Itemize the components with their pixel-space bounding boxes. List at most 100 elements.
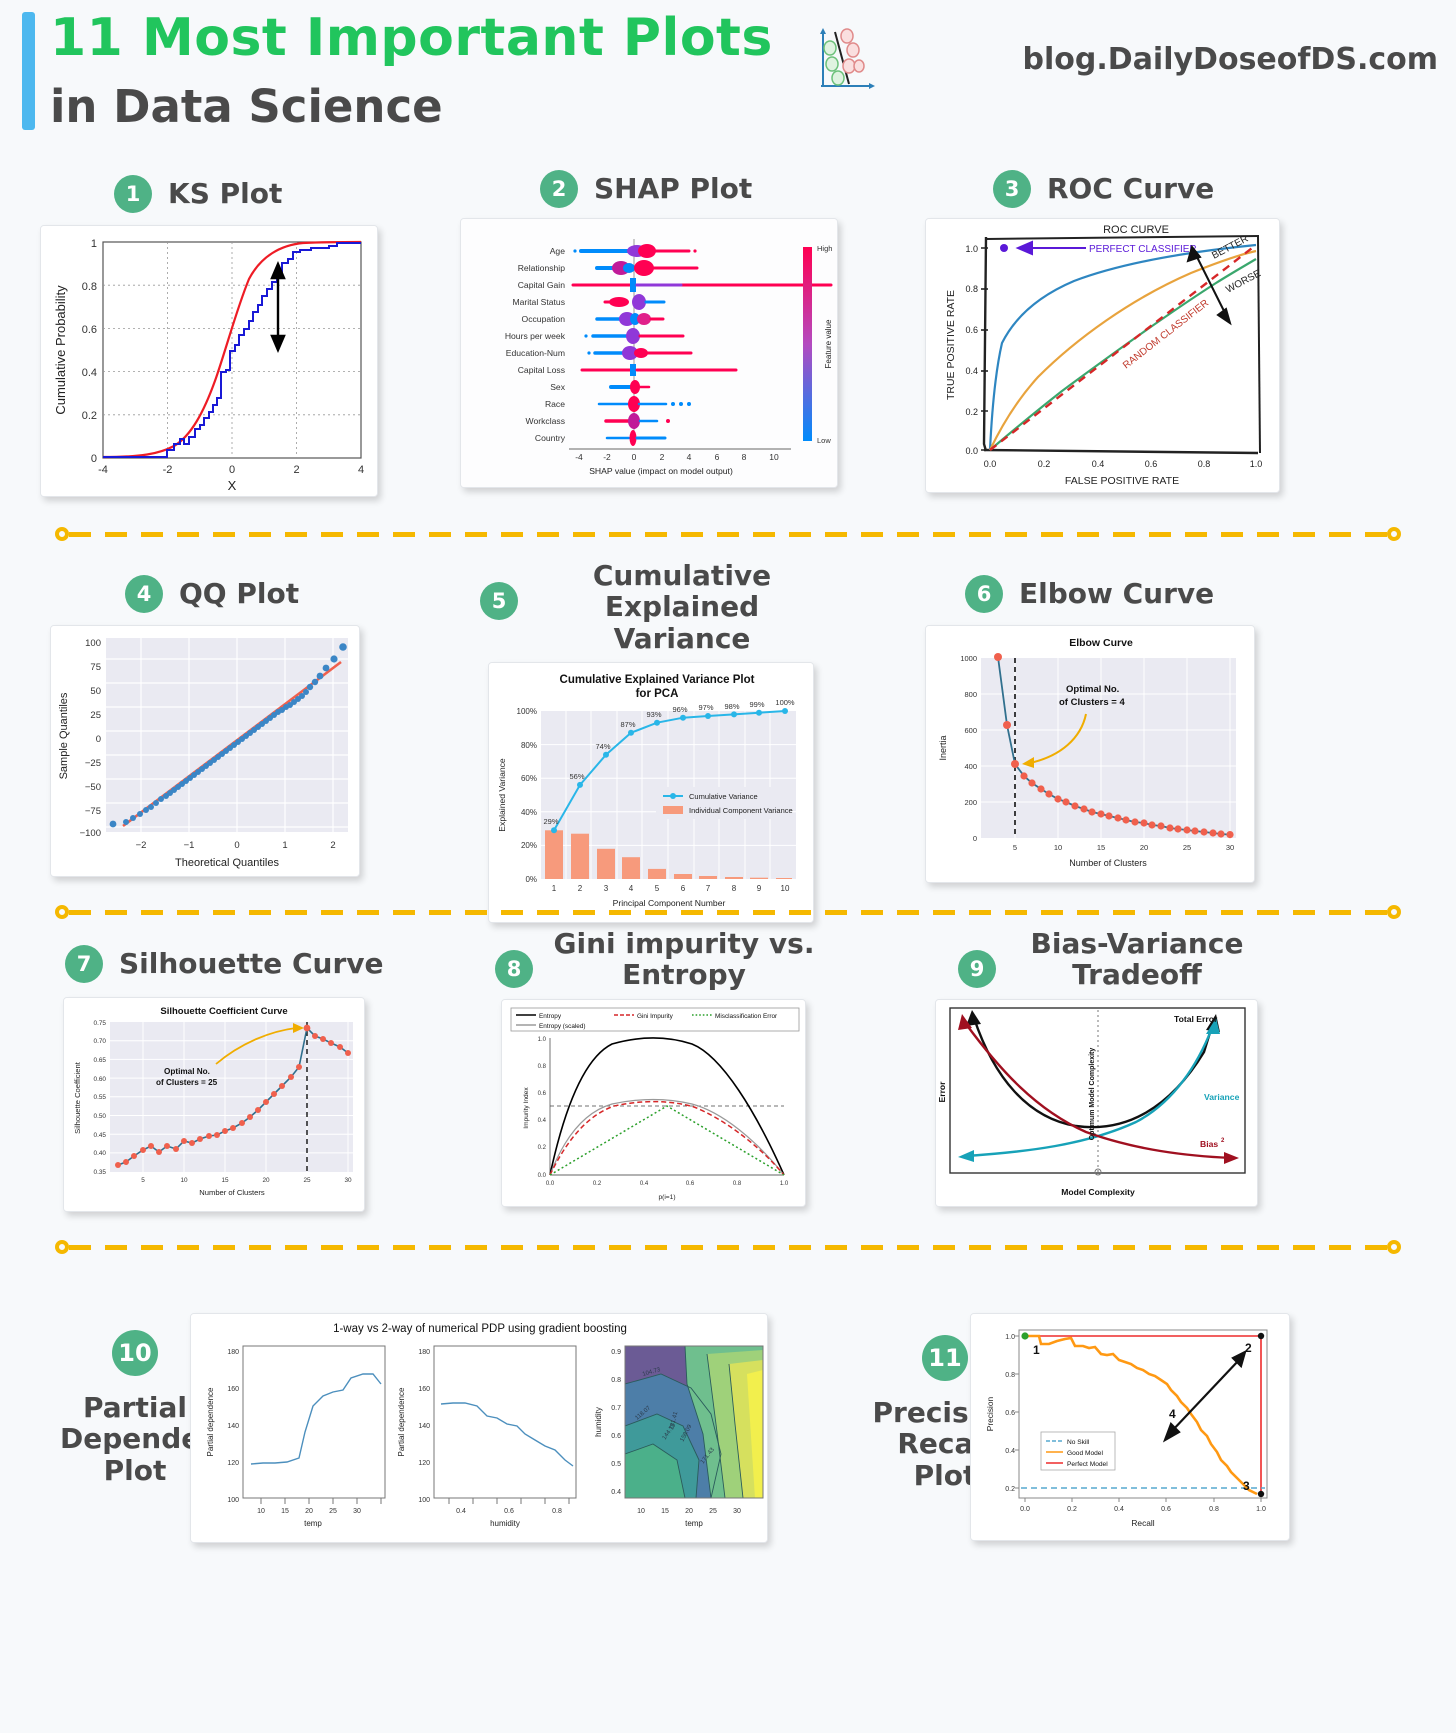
page-title-line2: in Data Science [50, 80, 443, 133]
svg-text:0.55: 0.55 [94, 1094, 107, 1101]
svg-text:10: 10 [180, 1177, 188, 1184]
panel-title: KS Plot [168, 177, 283, 211]
svg-text:1: 1 [552, 884, 557, 893]
brand-url: blog.DailyDoseofDS.com [1022, 42, 1438, 77]
svg-text:0.2: 0.2 [1067, 1506, 1077, 1513]
brand-logo-icon [815, 26, 877, 94]
svg-text:6: 6 [681, 884, 686, 893]
svg-text:25: 25 [329, 1508, 337, 1515]
panel-title: Cumulative Explained Variance [592, 559, 772, 655]
panel-roc-header: 3 ROC Curve [925, 170, 1290, 208]
panel-cev-header: 5 Cumulative Explained Variance [480, 560, 830, 654]
divider-dot-right [1387, 527, 1401, 541]
svg-text:0.4: 0.4 [1092, 459, 1105, 469]
prc-point-label-4: 4 [1169, 1407, 1176, 1421]
ks-xlabel: X [228, 478, 237, 493]
panel-gini-header: 8 Gini impurity vs. Entropy [495, 928, 825, 991]
bv-optimum-label: Optimum Model Complexity [1089, 1047, 1096, 1140]
svg-text:800: 800 [964, 690, 977, 699]
cev-plot-card: Cumulative Explained Variance Plot for P… [488, 662, 814, 924]
svg-text:8: 8 [742, 452, 747, 462]
panel-shap-plot: 2 SHAP Plot Age Relationship Capital Gai… [460, 170, 840, 488]
svg-text:1000: 1000 [960, 654, 977, 663]
svg-text:20: 20 [1140, 843, 1148, 852]
svg-text:30: 30 [733, 1508, 741, 1515]
svg-text:0.8: 0.8 [552, 1508, 562, 1515]
svg-text:100: 100 [227, 1497, 239, 1504]
svg-text:3: 3 [604, 884, 609, 893]
pdp-ax3-ylabel: humidity [594, 1407, 603, 1437]
svg-text:Capital Loss: Capital Loss [518, 365, 565, 375]
svg-text:Capital Gain: Capital Gain [518, 280, 566, 290]
svg-text:0.0: 0.0 [965, 446, 978, 456]
svg-text:2: 2 [660, 452, 665, 462]
prc-ylabel: Precision [985, 1396, 995, 1431]
shap-xlabel: SHAP value (impact on model output) [589, 466, 733, 476]
ks-plot-card: 0 0.2 0.4 0.6 0.8 1 -4 -2 0 2 4 X Cumulative … [40, 225, 378, 497]
svg-text:2: 2 [578, 884, 583, 893]
svg-text:4: 4 [358, 464, 364, 476]
bv-ylabel: Error [937, 1081, 947, 1103]
panel-title: Gini impurity vs. Entropy [553, 927, 815, 992]
svg-text:5: 5 [141, 1177, 145, 1184]
cev-label-4: 87% [620, 720, 635, 729]
divider-line [69, 532, 1387, 537]
svg-text:0.8: 0.8 [611, 1377, 621, 1384]
prc-plot-svg: 1 2 3 4 No Skill Good Model Perfect Mode… [971, 1314, 1289, 1540]
prc-xlabel: Recall [1131, 1518, 1154, 1528]
svg-text:1.0: 1.0 [1250, 459, 1263, 469]
gini-legend-misclass: Misclassification Error [715, 1013, 778, 1020]
svg-text:0.65: 0.65 [94, 1057, 107, 1064]
svg-text:25: 25 [303, 1177, 311, 1184]
svg-text:160: 160 [227, 1386, 239, 1393]
svg-text:Relationship: Relationship [518, 263, 566, 273]
svg-text:0.6: 0.6 [686, 1181, 695, 1187]
shap-colorbar-low: Low [817, 436, 831, 445]
svg-text:20: 20 [685, 1508, 693, 1515]
svg-text:0.8: 0.8 [1005, 1372, 1015, 1379]
svg-text:25: 25 [1183, 843, 1191, 852]
page-title-line1: 11 Most Important Plots [50, 8, 773, 68]
panel-title: Elbow Curve [1019, 577, 1215, 611]
panel-bias-variance: 9 Bias-Variance Tradeoff Total Error Var [935, 928, 1270, 1207]
bias-variance-svg: Total Error Variance Bias 2 Optimum Mode… [936, 999, 1257, 1206]
prc-point-label-1: 1 [1033, 1343, 1040, 1357]
svg-text:Occupation: Occupation [522, 314, 566, 324]
svg-text:6: 6 [715, 452, 720, 462]
svg-text:0.60: 0.60 [94, 1076, 107, 1083]
svg-text:Age: Age [550, 246, 566, 256]
svg-text:0.0: 0.0 [546, 1181, 555, 1187]
svg-text:20%: 20% [521, 841, 537, 850]
svg-text:1.0: 1.0 [538, 1037, 547, 1043]
pdp-title: 1-way vs 2-way of numerical PDP using gr… [333, 1323, 627, 1335]
svg-text:0.8: 0.8 [1209, 1506, 1219, 1513]
panel-number-badge: 5 [480, 582, 518, 620]
svg-text:9: 9 [757, 884, 762, 893]
svg-text:75: 75 [90, 662, 101, 673]
svg-text:10: 10 [781, 884, 790, 893]
prc-point-label-2: 2 [1245, 1341, 1252, 1355]
divider-dot-right [1387, 1240, 1401, 1254]
qq-ylabel: Sample Quantiles [58, 692, 70, 779]
gini-plot-card: Entropy Entropy (scaled) Gini Impurity M… [501, 998, 806, 1207]
svg-text:0: 0 [91, 453, 97, 465]
svg-text:0.4: 0.4 [965, 366, 978, 376]
svg-text:0.35: 0.35 [94, 1169, 107, 1176]
roc-perfect-label: PERFECT CLASSIFIER [1089, 244, 1197, 255]
divider-line [69, 910, 1387, 915]
svg-text:0.4: 0.4 [1005, 1448, 1015, 1455]
svg-text:0.2: 0.2 [82, 410, 97, 422]
svg-text:0.8: 0.8 [82, 281, 97, 293]
svg-text:10: 10 [637, 1508, 645, 1515]
gini-ylabel: Impurity Index [523, 1086, 530, 1128]
svg-text:100: 100 [418, 1497, 430, 1504]
svg-text:0.45: 0.45 [94, 1132, 107, 1139]
gini-xlabel: p(i=1) [658, 1194, 675, 1201]
svg-text:7: 7 [706, 884, 711, 893]
svg-text:400: 400 [964, 762, 977, 771]
divider-2 [55, 905, 1401, 919]
panel-elbow-header: 6 Elbow Curve [925, 575, 1285, 613]
pdp-plot-svg: 1-way vs 2-way of numerical PDP using gr… [191, 1314, 767, 1542]
svg-text:-2: -2 [163, 464, 173, 476]
cev-label-3: 74% [595, 742, 610, 751]
